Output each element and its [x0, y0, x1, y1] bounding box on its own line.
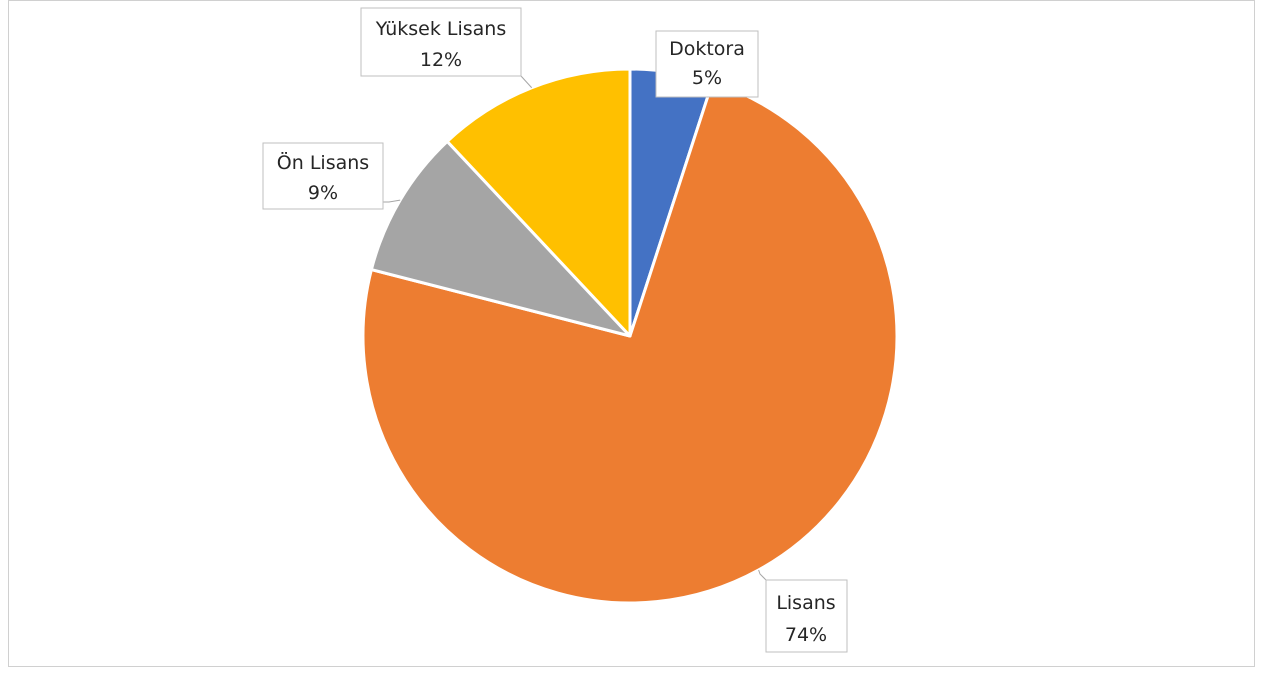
label-percent-on-lisans: 9% — [308, 182, 338, 204]
data-label-doktora: Doktora 5% — [655, 30, 759, 98]
pie-slice-yuksek-lisans — [445, 67, 632, 338]
leader-line-2 — [383, 199, 401, 203]
data-label-on-lisans: Ön Lisans 9% — [262, 142, 384, 210]
label-name-yuksek-lisans: Yüksek Lisans — [375, 18, 506, 40]
label-name-lisans: Lisans — [776, 592, 835, 614]
label-name-doktora: Doktora — [669, 38, 745, 60]
leader-line-1 — [758, 569, 767, 581]
data-label-lisans: Lisans 74% — [765, 579, 848, 653]
data-label-yuksek-lisans: Yüksek Lisans 12% — [360, 7, 522, 77]
pie-slice-lisans — [361, 80, 899, 605]
slices-layer — [361, 67, 899, 605]
label-percent-lisans: 74% — [785, 624, 827, 646]
leader-line-3 — [520, 75, 533, 89]
label-percent-yuksek-lisans: 12% — [420, 49, 462, 71]
leader-lines-layer — [383, 75, 767, 581]
label-name-on-lisans: Ön Lisans — [277, 151, 369, 174]
label-percent-doktora: 5% — [692, 67, 722, 89]
